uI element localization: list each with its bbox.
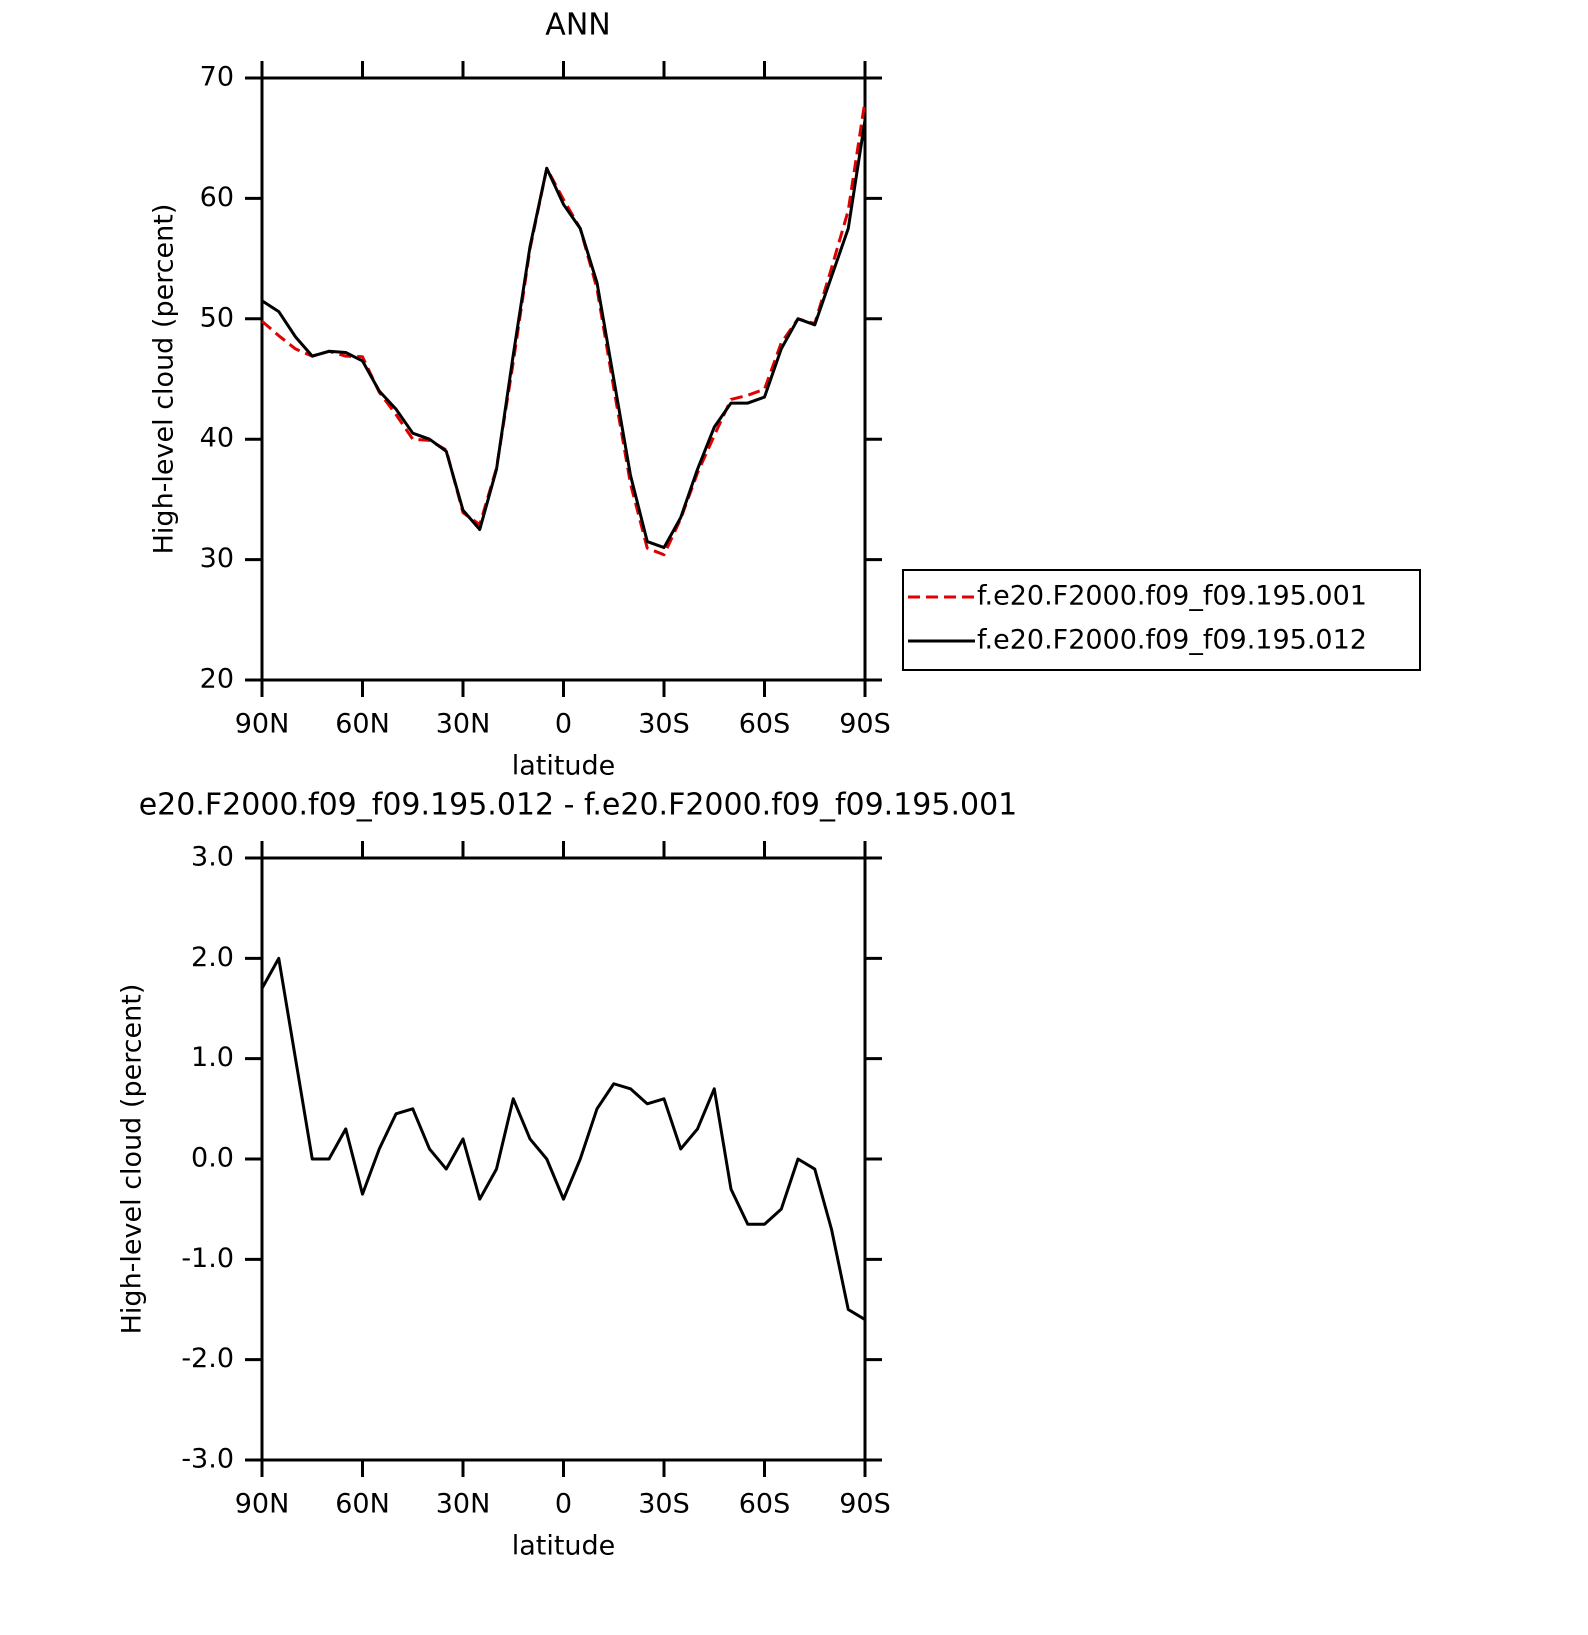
x-tick-label: 30N bbox=[436, 1489, 491, 1520]
x-tick-label: 30S bbox=[638, 1489, 690, 1520]
y-tick-label: 2.0 bbox=[191, 942, 234, 973]
y-tick-label: 50 bbox=[200, 302, 234, 333]
y-tick-label: 70 bbox=[200, 62, 234, 93]
data-line bbox=[260, 956, 866, 1321]
x-tick-label: 0 bbox=[555, 1489, 572, 1520]
x-tick-label: 90S bbox=[839, 1489, 891, 1520]
y-axis-label: High-level cloud (percent) bbox=[117, 984, 148, 1335]
y-tick-label: 1.0 bbox=[191, 1042, 234, 1073]
data-line bbox=[261, 100, 867, 557]
x-tick-label: 60S bbox=[739, 709, 791, 740]
legend-label: f.e20.F2000.f09_f09.195.001 bbox=[977, 581, 1367, 612]
y-tick-label: 40 bbox=[200, 423, 234, 454]
y-tick-label: -3.0 bbox=[181, 1444, 234, 1475]
y-tick-label: 30 bbox=[200, 543, 234, 574]
x-axis-label: latitude bbox=[512, 751, 616, 782]
data-line bbox=[261, 119, 867, 550]
x-tick-label: 90N bbox=[235, 709, 290, 740]
y-tick-label: 60 bbox=[200, 182, 234, 213]
chart-title: e20.F2000.f09_f09.195.012 - f.e20.F2000.… bbox=[139, 788, 1018, 823]
x-tick-label: 60S bbox=[739, 1489, 791, 1520]
y-tick-label: -1.0 bbox=[181, 1243, 234, 1274]
y-axis-label: High-level cloud (percent) bbox=[149, 204, 180, 555]
y-tick-label: 0.0 bbox=[191, 1143, 234, 1174]
plot-frame bbox=[260, 76, 867, 682]
legend-label: f.e20.F2000.f09_f09.195.012 bbox=[977, 625, 1367, 656]
y-tick-label: 3.0 bbox=[191, 842, 234, 873]
chart-title: ANN bbox=[545, 8, 610, 43]
legend-box bbox=[902, 569, 1421, 671]
x-tick-label: 90S bbox=[839, 709, 891, 740]
x-tick-label: 30N bbox=[436, 709, 491, 740]
y-tick-label: -2.0 bbox=[181, 1343, 234, 1374]
x-axis-label: latitude bbox=[512, 1531, 616, 1562]
x-tick-label: 0 bbox=[555, 709, 572, 740]
x-tick-label: 90N bbox=[235, 1489, 290, 1520]
y-tick-label: 20 bbox=[200, 664, 234, 695]
x-tick-label: 60N bbox=[335, 1489, 390, 1520]
x-tick-label: 30S bbox=[638, 709, 690, 740]
x-tick-label: 60N bbox=[335, 709, 390, 740]
